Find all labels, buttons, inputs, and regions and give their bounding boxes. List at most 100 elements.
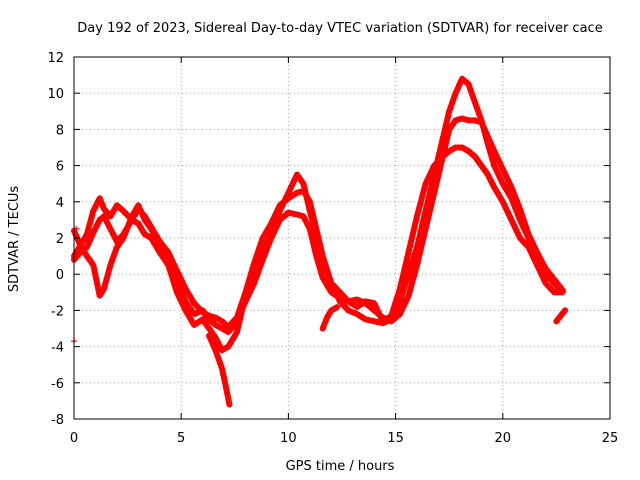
data-point	[471, 117, 478, 124]
data-point	[517, 216, 523, 223]
data-point	[405, 249, 412, 256]
data-point	[212, 347, 219, 354]
data-point	[551, 289, 558, 296]
data-point	[199, 309, 206, 316]
data-point	[259, 235, 266, 241]
data-point	[508, 216, 515, 223]
data-point	[212, 334, 219, 341]
data-point	[242, 292, 249, 299]
data-point	[491, 162, 498, 169]
data-point	[148, 225, 155, 232]
series-late-segment	[319, 303, 341, 332]
data-point	[354, 296, 360, 303]
data-point	[478, 162, 485, 169]
data-point	[471, 99, 478, 106]
data-point	[422, 180, 429, 187]
data-point	[459, 144, 466, 151]
y-tick-label: -8	[51, 413, 64, 428]
data-point	[553, 318, 560, 325]
data-point	[405, 292, 412, 299]
data-point	[212, 321, 219, 328]
data-point	[113, 244, 120, 251]
data-point	[90, 262, 97, 269]
series-trace-1	[71, 115, 566, 336]
data-point	[465, 117, 472, 124]
data-point	[128, 213, 135, 220]
data-point	[396, 311, 403, 317]
data-point	[83, 231, 90, 238]
y-tick-label: 2	[56, 232, 64, 247]
data-point	[294, 211, 300, 218]
data-point	[559, 289, 566, 296]
data-point	[212, 314, 219, 321]
series-trace-3	[71, 144, 566, 354]
y-tick-label: 0	[56, 268, 64, 283]
data-point	[499, 166, 506, 173]
data-point	[319, 256, 326, 263]
x-tick-label: 20	[495, 431, 512, 446]
y-tick-label: 10	[47, 87, 64, 102]
data-point	[405, 271, 412, 278]
data-point	[206, 332, 213, 339]
data-point	[135, 220, 142, 227]
data-point	[557, 312, 564, 319]
data-point	[135, 202, 142, 209]
data-point	[354, 303, 360, 310]
data-point	[371, 318, 378, 325]
data-point	[300, 180, 307, 187]
data-point	[478, 117, 485, 124]
x-axis-label: GPS time / hours	[286, 459, 395, 474]
data-point	[285, 189, 292, 196]
data-point	[226, 401, 233, 408]
series-line	[71, 75, 566, 330]
data-point	[96, 216, 103, 223]
x-tick-label: 15	[387, 431, 404, 446]
data-point	[285, 209, 292, 216]
y-tick-label: -2	[51, 304, 64, 319]
y-tick-label: 8	[56, 123, 64, 138]
data-point	[225, 343, 232, 350]
data-point	[83, 253, 90, 260]
data-point	[319, 325, 326, 332]
data-point	[388, 312, 395, 319]
y-tick-label: 12	[47, 51, 64, 66]
data-point	[225, 323, 232, 330]
data-point	[199, 316, 206, 323]
data-point	[328, 307, 335, 314]
data-point	[113, 202, 120, 209]
data-point	[334, 303, 341, 310]
data-point	[259, 249, 266, 256]
data-point	[414, 244, 420, 251]
data-point	[120, 235, 127, 241]
data-point	[422, 207, 429, 214]
data-point	[452, 90, 459, 97]
data-point	[165, 249, 172, 256]
data-point	[306, 207, 313, 214]
data-point	[225, 329, 232, 336]
data-point	[446, 148, 453, 155]
data-point	[218, 365, 225, 372]
data-point	[525, 244, 532, 251]
data-point	[324, 314, 330, 321]
data-point	[439, 135, 446, 142]
data-point	[551, 280, 558, 287]
data-point	[508, 184, 515, 191]
data-point	[251, 271, 258, 278]
data-point	[276, 207, 283, 214]
data-point	[90, 229, 97, 236]
data-point	[499, 180, 506, 187]
data-point	[141, 216, 148, 223]
data-point	[218, 347, 225, 354]
data-point	[206, 312, 213, 319]
x-tick-label: 0	[70, 431, 78, 446]
data-point	[313, 231, 320, 238]
data-point	[508, 195, 515, 202]
data-point	[491, 184, 498, 191]
data-point	[96, 292, 103, 299]
data-point	[218, 325, 225, 332]
data-point	[484, 140, 491, 147]
y-tick-label: 6	[56, 160, 64, 175]
data-point	[542, 280, 549, 287]
data-point	[173, 267, 180, 274]
